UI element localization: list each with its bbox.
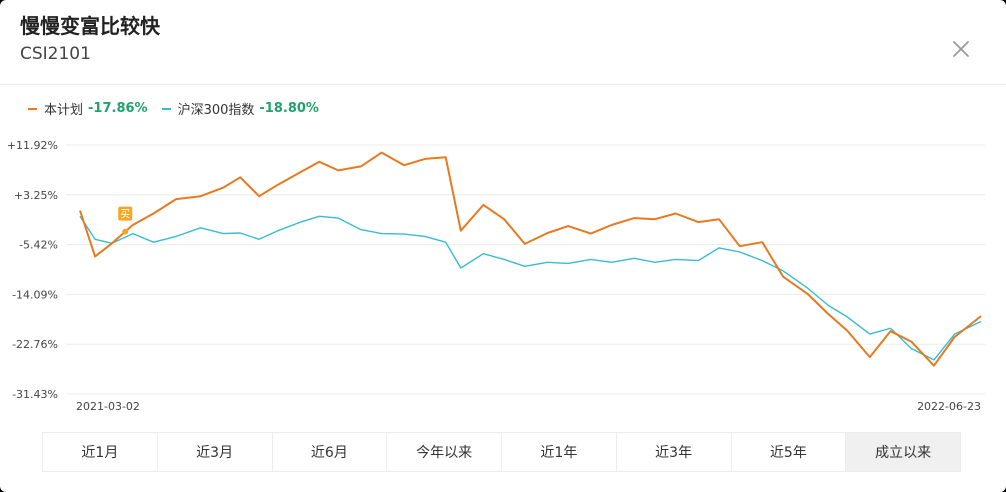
x-tick-label: 2021-03-02: [76, 400, 140, 413]
time-range-tabs: 近1月 近3月 近6月 今年以来 近1年 近3年 近5年 成立以来: [42, 432, 961, 472]
header-divider: [0, 84, 1006, 85]
legend-item-index: 沪深300指数 -18.80%: [161, 99, 319, 118]
series-line-plan: [79, 151, 982, 367]
legend-name-plan: 本计划: [44, 103, 84, 118]
line-chart: +11.92% +3.25% -5.42% -14.09% -22.76% -31.43%…: [7, 139, 985, 413]
y-tick-label: +11.92%: [7, 139, 58, 152]
tab-6m[interactable]: 近6月: [273, 433, 388, 471]
tab-3y[interactable]: 近3年: [617, 433, 732, 471]
y-tick-label: -14.09%: [12, 288, 58, 301]
tab-ytd[interactable]: 今年以来: [387, 433, 502, 471]
buy-marker-label: 买: [120, 209, 130, 221]
tab-5y[interactable]: 近5年: [732, 433, 847, 471]
page-title: 慢慢变富比较快: [20, 14, 160, 38]
page-subtitle: CSI2101: [20, 44, 91, 64]
legend-item-plan: 本计划 -17.86%: [28, 99, 148, 118]
tab-1m[interactable]: 近1月: [43, 433, 158, 471]
chart-legend: 本计划 -17.86% 沪深300指数 -18.80%: [28, 99, 333, 118]
legend-swatch-index: [161, 107, 171, 110]
tab-1y[interactable]: 近1年: [502, 433, 617, 471]
tab-3m[interactable]: 近3月: [158, 433, 273, 471]
series-line-index: [79, 215, 982, 361]
legend-value-index: -18.80%: [259, 101, 319, 116]
y-tick-label: -31.43%: [12, 388, 58, 401]
legend-swatch-plan: [28, 107, 37, 110]
close-button[interactable]: [946, 34, 976, 64]
tab-since-inception[interactable]: 成立以来: [846, 433, 960, 471]
y-tick-label: -22.76%: [12, 338, 58, 351]
x-tick-label: 2022-06-23: [917, 400, 981, 413]
legend-name-index: 沪深300指数: [177, 103, 255, 118]
y-tick-label: -5.42%: [19, 239, 58, 252]
buy-point: [122, 228, 129, 235]
close-icon: [953, 41, 969, 57]
buy-marker: [118, 206, 133, 221]
y-tick-label: +3.25%: [14, 189, 58, 202]
legend-value-plan: -17.86%: [88, 101, 148, 116]
